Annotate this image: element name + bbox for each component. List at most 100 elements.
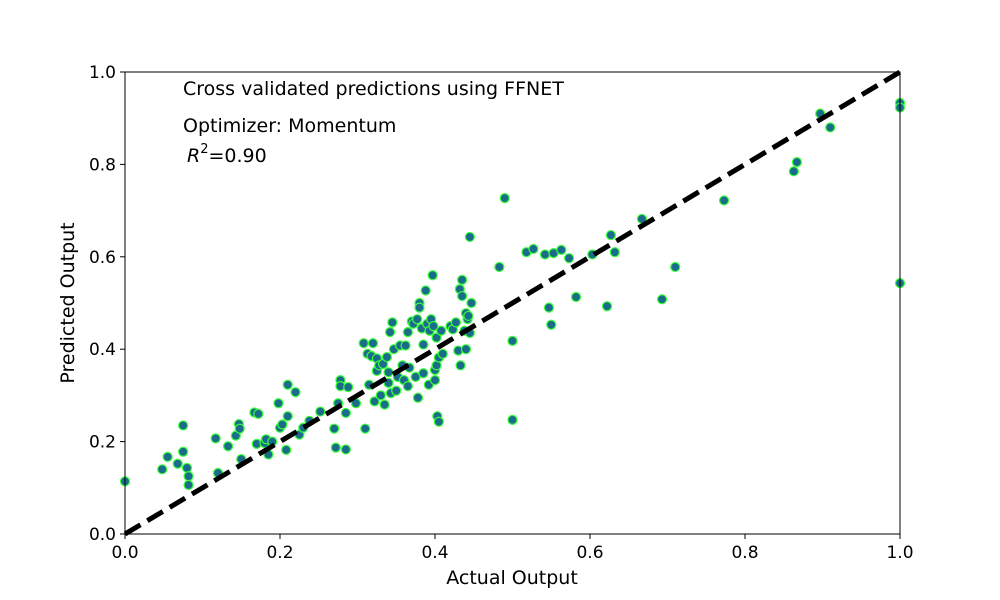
data-point xyxy=(466,297,477,309)
data-point xyxy=(436,325,447,336)
x-tick-label: 0.4 xyxy=(421,543,448,563)
data-point xyxy=(464,231,475,243)
y-tick-label: 0.2 xyxy=(89,433,116,453)
data-point xyxy=(358,338,369,349)
data-point xyxy=(375,390,386,401)
data-point xyxy=(277,419,288,430)
data-point xyxy=(455,360,466,371)
data-point xyxy=(282,411,293,422)
data-point xyxy=(402,327,413,338)
data-point xyxy=(825,122,836,133)
data-point xyxy=(412,314,423,325)
data-point xyxy=(183,479,194,491)
y-axis-ticks: 0.0 0.2 0.4 0.6 0.8 1.0 xyxy=(89,63,125,545)
data-point xyxy=(181,462,193,474)
data-point xyxy=(431,332,442,343)
data-point xyxy=(609,247,620,258)
data-point xyxy=(330,442,341,453)
y-tick-label: 1.0 xyxy=(89,63,116,83)
data-point xyxy=(601,301,613,312)
data-point xyxy=(282,379,293,390)
y-tick-label: 0.4 xyxy=(89,340,116,360)
data-point xyxy=(437,348,448,359)
data-point xyxy=(788,166,799,177)
data-point xyxy=(178,420,189,431)
data-point xyxy=(791,156,803,168)
data-point xyxy=(387,317,398,328)
x-tick-label: 1.0 xyxy=(886,543,913,563)
data-point xyxy=(273,398,284,409)
data-point xyxy=(507,414,518,425)
data-point xyxy=(391,385,402,396)
data-point xyxy=(670,261,681,273)
data-point xyxy=(450,317,462,328)
r2-symbol: R xyxy=(187,145,200,167)
data-point xyxy=(539,249,551,260)
data-point xyxy=(367,338,379,349)
data-point xyxy=(329,423,340,434)
y-axis-label: Predicted Output xyxy=(57,222,79,383)
data-point xyxy=(381,351,393,363)
x-tick-label: 0.0 xyxy=(111,543,138,563)
data-point xyxy=(315,406,326,417)
y-tick-label: 0.0 xyxy=(89,525,116,545)
data-point xyxy=(457,290,468,302)
data-point xyxy=(343,381,354,393)
data-point xyxy=(418,368,429,379)
data-point xyxy=(656,294,668,305)
data-point xyxy=(369,396,380,407)
data-point xyxy=(414,302,425,313)
data-point xyxy=(402,381,413,392)
data-point xyxy=(183,471,194,482)
data-point xyxy=(162,451,173,462)
x-tick-label: 0.6 xyxy=(576,543,603,563)
data-point xyxy=(172,458,183,469)
data-point xyxy=(222,441,234,452)
data-point xyxy=(360,423,371,434)
data-point xyxy=(556,244,567,255)
data-point xyxy=(463,310,474,322)
annotation-r2: R2=0.90 xyxy=(187,142,267,167)
y-tick-label: 0.6 xyxy=(89,248,116,268)
data-point xyxy=(429,375,441,386)
data-point xyxy=(281,444,292,456)
data-point xyxy=(528,243,539,255)
data-point xyxy=(384,327,396,338)
data-point xyxy=(718,195,730,206)
data-point xyxy=(210,433,221,444)
r2-exponent: 2 xyxy=(200,142,208,157)
data-point xyxy=(178,446,189,457)
x-tick-label: 0.2 xyxy=(266,543,293,563)
data-point xyxy=(412,392,424,403)
data-point xyxy=(420,285,431,296)
x-tick-label: 0.8 xyxy=(731,543,758,563)
data-point xyxy=(543,302,555,313)
plot-frame xyxy=(124,71,901,535)
data-point xyxy=(427,270,438,281)
data-point xyxy=(383,367,394,378)
data-point xyxy=(234,423,245,434)
x-axis-label: Actual Output xyxy=(446,567,578,589)
data-point xyxy=(290,387,301,398)
data-point xyxy=(418,339,429,350)
data-point xyxy=(428,321,439,332)
data-point xyxy=(253,408,264,419)
data-point xyxy=(563,253,575,264)
data-point xyxy=(457,274,468,285)
data-point xyxy=(340,407,351,419)
r2-value: =0.90 xyxy=(208,145,266,167)
data-point xyxy=(379,399,390,410)
data-point xyxy=(157,464,168,475)
annotation-optimizer: Optimizer: Momentum xyxy=(183,115,396,137)
y-tick-label: 0.8 xyxy=(89,155,116,175)
data-point xyxy=(570,291,582,303)
data-point xyxy=(460,344,472,355)
identity-reference-line xyxy=(123,69,902,537)
data-point xyxy=(340,444,351,455)
data-point xyxy=(546,319,557,330)
data-point xyxy=(507,335,518,346)
data-point xyxy=(499,193,510,204)
data-point xyxy=(605,229,617,241)
data-point xyxy=(400,340,411,351)
